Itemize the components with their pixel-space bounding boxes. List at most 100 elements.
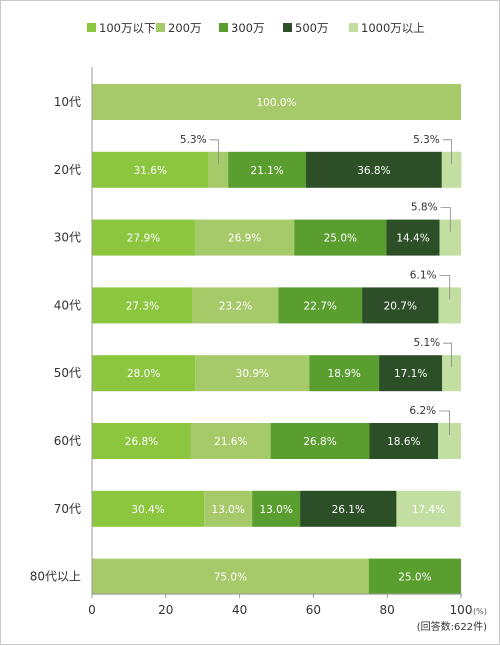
- category-label: 60代: [54, 434, 81, 448]
- data-label: 13.0%: [211, 504, 244, 516]
- data-label: 17.1%: [394, 368, 427, 380]
- data-label: 30.9%: [236, 368, 269, 380]
- x-unit-label: (%): [473, 607, 487, 616]
- category-label: 50代: [54, 366, 81, 380]
- bar-segment: [194, 219, 295, 256]
- legend-swatch: [156, 23, 165, 32]
- data-label: 26.9%: [228, 233, 261, 245]
- data-label: 26.8%: [303, 436, 336, 448]
- category-label: 20代: [54, 163, 81, 177]
- bar-segment: [278, 287, 363, 324]
- category-label: 30代: [54, 231, 81, 245]
- bar-segment: [190, 423, 271, 459]
- bars: 10代 100.0% 20代 31.6% 5.3% 21.1% 36.8% 5.3% 30代 27…: [30, 84, 462, 595]
- bar-segment: [438, 287, 461, 324]
- bar-segment: [439, 219, 461, 256]
- x-tick-label: 60: [306, 603, 321, 617]
- bar-segment: [442, 355, 461, 392]
- legend-label: 100万以下: [99, 21, 155, 35]
- legend: 100万以下 200万 300万 500万 1000万以上: [87, 21, 425, 35]
- bar-segment: [92, 219, 195, 256]
- data-label: 27.9%: [127, 233, 160, 245]
- bar-segment: [441, 151, 462, 188]
- bar-segment: [92, 423, 191, 459]
- legend-label: 1000万以上: [361, 21, 425, 35]
- bar-segment: [204, 490, 253, 527]
- data-label: 21.1%: [250, 165, 283, 177]
- leader-line: [440, 207, 451, 232]
- x-tick-label: 40: [232, 603, 247, 617]
- bar-segment: [92, 355, 196, 392]
- data-label: 28.0%: [127, 368, 160, 380]
- category-label: 40代: [54, 298, 81, 312]
- bar-segment: [369, 423, 439, 459]
- bar-segment: [379, 355, 443, 392]
- response-count-note: (回答数:622件): [417, 620, 487, 633]
- x-tick-label: 100: [450, 603, 473, 617]
- data-label: 31.6%: [134, 165, 167, 177]
- data-label-callout: 5.3%: [413, 134, 440, 146]
- data-label: 22.7%: [304, 300, 337, 312]
- x-tick-label: 0: [88, 603, 96, 617]
- x-tick-label: 80: [380, 603, 395, 617]
- category-label: 80代以上: [30, 570, 81, 584]
- data-label: 21.6%: [214, 436, 247, 448]
- leader-line: [442, 139, 452, 164]
- data-label: 30.4%: [131, 504, 164, 516]
- bar-segment: [208, 151, 229, 188]
- bar-segment: [386, 219, 440, 256]
- bar-segment: [228, 151, 307, 188]
- data-label: 26.8%: [125, 436, 158, 448]
- data-label-callout: 6.2%: [409, 405, 436, 417]
- data-label-callout: 6.1%: [410, 269, 437, 281]
- data-label: 100.0%: [256, 97, 296, 109]
- leader-line: [443, 342, 452, 368]
- bar-segment: [195, 355, 310, 392]
- legend-swatch: [87, 23, 96, 32]
- legend-swatch: [219, 23, 228, 32]
- bar-segment: [92, 558, 369, 595]
- data-label-callout: 5.8%: [411, 202, 438, 214]
- legend-label: 500万: [295, 21, 328, 35]
- bar-segment: [362, 287, 439, 324]
- data-label: 26.1%: [332, 504, 365, 516]
- legend-label: 300万: [231, 21, 264, 35]
- legend-swatch: [349, 23, 358, 32]
- data-label-callout: 5.3%: [180, 134, 207, 146]
- data-label: 75.0%: [214, 572, 247, 584]
- x-axis: 0 20 40 60 80 100: [88, 67, 472, 617]
- legend-swatch: [283, 23, 292, 32]
- data-label: 14.4%: [396, 233, 429, 245]
- bar-segment: [92, 151, 209, 188]
- data-label: 23.2%: [219, 300, 252, 312]
- data-label: 36.8%: [357, 165, 390, 177]
- bar-segment: [438, 423, 461, 459]
- bar-segment: [192, 287, 279, 324]
- bar-segment: [306, 151, 442, 188]
- data-label: 25.0%: [324, 233, 357, 245]
- bar-segment: [300, 490, 397, 527]
- data-label: 18.6%: [387, 436, 420, 448]
- data-label: 20.7%: [384, 300, 417, 312]
- data-label: 17.4%: [412, 504, 445, 516]
- bar-segment: [92, 490, 205, 527]
- bar-segment: [270, 423, 370, 459]
- bar-segment: [294, 219, 387, 256]
- data-label: 27.3%: [126, 300, 159, 312]
- data-label: 18.9%: [328, 368, 361, 380]
- x-tick-label: 20: [158, 603, 173, 617]
- data-label: 13.0%: [259, 504, 292, 516]
- bar-segment: [252, 490, 301, 527]
- bar-segment: [396, 490, 461, 527]
- bar-segment: [368, 558, 461, 595]
- data-label: 25.0%: [398, 572, 431, 584]
- bar-segment: [92, 84, 461, 120]
- category-label: 70代: [54, 502, 81, 516]
- legend-label: 200万: [168, 21, 201, 35]
- leader-line: [439, 275, 451, 300]
- leader-line: [439, 410, 450, 435]
- bar-segment: [92, 287, 193, 324]
- bar-segment: [309, 355, 380, 392]
